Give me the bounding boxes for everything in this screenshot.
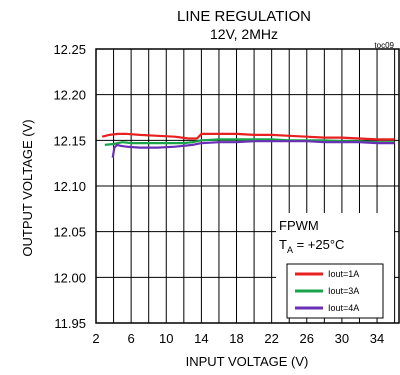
x-tick-label: 14 <box>194 331 208 346</box>
annotation-temp-value: = +25°C <box>293 237 344 252</box>
figure-tag: toc09 <box>374 41 394 50</box>
y-tick-label: 12.00 <box>53 270 86 285</box>
series-line <box>101 132 395 141</box>
x-tick-label: 2 <box>92 331 99 346</box>
chart-title: LINE REGULATION <box>177 8 311 25</box>
plot-frame <box>95 48 400 324</box>
legend-label: Iout=4A <box>328 303 359 313</box>
y-tick-label: 12.25 <box>53 42 86 57</box>
x-tick-label: 10 <box>159 331 173 346</box>
x-tick-label: 6 <box>128 331 135 346</box>
x-tick-label: 30 <box>335 331 349 346</box>
x-tick-label: 26 <box>300 331 314 346</box>
y-tick-label: 11.95 <box>54 316 86 331</box>
legend: Iout=1A Iout=3A Iout=4A <box>286 263 384 319</box>
annotation-temp-symbol: T <box>279 237 287 252</box>
y-tick-label: 12.05 <box>53 225 86 240</box>
annotation-temp-subscript: A <box>287 245 293 255</box>
y-tick-label: 12.10 <box>53 179 86 194</box>
tick-labels: 2 6 10 14 18 22 26 30 3411.9512.0012.0512.1012.1… <box>53 42 384 346</box>
annotation-mode: FPWM <box>279 218 319 233</box>
x-tick-label: 34 <box>370 331 384 346</box>
series-line <box>111 140 395 158</box>
x-tick-label: 18 <box>229 331 243 346</box>
y-tick-label: 12.20 <box>53 88 86 103</box>
series-line <box>104 138 395 146</box>
y-tick-label: 12.15 <box>53 133 86 148</box>
legend-label: Iout=3A <box>328 286 359 296</box>
chart-subtitle: 12V, 2MHz <box>210 26 278 42</box>
plot-series <box>101 132 395 158</box>
x-axis-label: INPUT VOLTAGE (V) <box>186 354 309 369</box>
y-axis-label: OUTPUT VOLTAGE (V) <box>20 119 35 256</box>
annotation-temperature: TA = +25°C <box>279 237 344 255</box>
x-tick-label: 22 <box>264 331 278 346</box>
legend-label: Iout=1A <box>328 269 359 279</box>
